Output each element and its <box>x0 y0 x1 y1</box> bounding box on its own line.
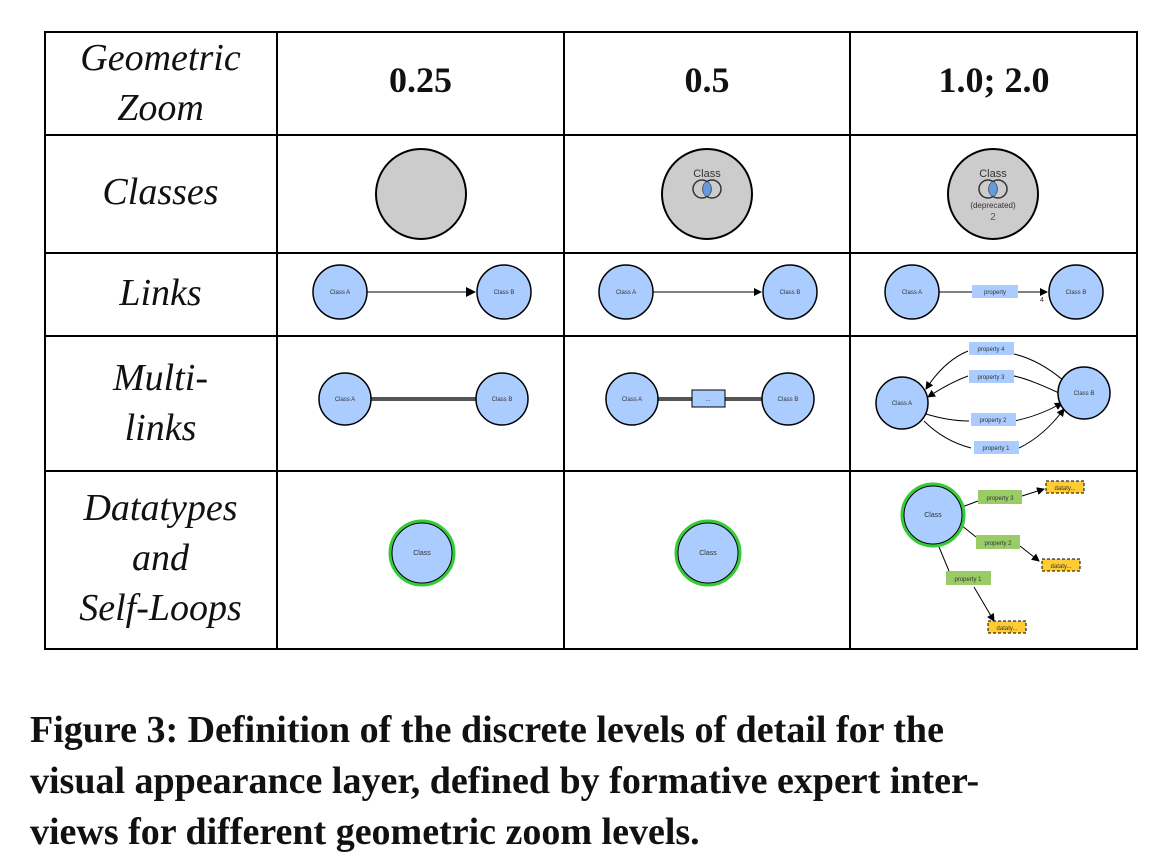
row-label-classes: Classes <box>102 171 219 213</box>
table-grid: Class Class (deprecated) 2 Class A Class… <box>44 31 1138 650</box>
dt-property-2-label: property 2 <box>984 541 1012 547</box>
corner-line-1: Geometric <box>80 37 241 79</box>
corner-line-2: Zoom <box>117 87 204 129</box>
caption-line-3: views for different geometric zoom level… <box>30 811 700 853</box>
class-a-label: Class A <box>616 290 636 296</box>
datatype-class-10: Class property 3 property 2 property 1 d… <box>900 480 1085 634</box>
class-label: Class <box>924 512 942 519</box>
class-node-05: Class <box>661 148 753 240</box>
datatype-class-025: Class <box>388 519 456 587</box>
caption-line-1: Figure 3: Definition of the discrete lev… <box>30 709 944 751</box>
property-3-label: property 3 <box>977 375 1005 381</box>
multilink-025: Class A Class B <box>318 372 529 426</box>
multilink-10: property 4 property 3 property 2 propert… <box>875 342 1111 454</box>
corner-label: Geometric Zoom <box>44 33 277 133</box>
class-b-label: Class B <box>1066 290 1087 296</box>
datatype-label: dataty... <box>1051 564 1072 570</box>
property-label: property <box>984 290 1006 296</box>
class-label: Class <box>699 550 717 557</box>
class-node-10-label: Class <box>979 168 1007 180</box>
deprecated-label: (deprecated) <box>970 201 1016 210</box>
class-a-label: Class A <box>330 290 350 296</box>
column-header-1: 0.25 <box>389 60 452 100</box>
property-count: 4 <box>1040 297 1044 304</box>
class-a-label: Class A <box>902 290 922 296</box>
row-label-multilinks: Multi- links <box>44 353 277 453</box>
multilink-05: ... Class A Class B <box>605 372 815 426</box>
column-header-2: 0.5 <box>684 60 730 100</box>
figure-table: Class Class (deprecated) 2 Class A Class… <box>44 31 1138 650</box>
row-label-datatypes: Datatypes and Self-Loops <box>44 483 277 633</box>
property-1-label: property 1 <box>982 446 1010 452</box>
dt-property-3-label: property 3 <box>986 496 1014 502</box>
column-header-3: 1.0; 2.0 <box>938 60 1050 100</box>
link-05: Class A Class B <box>598 264 818 320</box>
row-label-multilinks-line-1: Multi- <box>113 357 208 399</box>
link-10: property 4 Class A Class B <box>884 264 1104 320</box>
class-b-label: Class B <box>1074 391 1095 397</box>
caption-line-2: visual appearance layer, defined by form… <box>30 760 980 802</box>
row-label-datatypes-line-2: and <box>132 537 189 579</box>
class-b-label: Class B <box>494 290 515 296</box>
class-a-label: Class A <box>335 397 355 403</box>
class-a-label: Class A <box>892 401 912 407</box>
row-label-datatypes-line-3: Self-Loops <box>79 587 242 629</box>
class-node-025 <box>375 148 467 240</box>
row-label-datatypes-line-1: Datatypes <box>83 487 238 529</box>
class-a-label: Class A <box>622 397 642 403</box>
datatype-label: dataty... <box>997 626 1018 632</box>
class-b-label: Class B <box>492 397 513 403</box>
class-label: Class <box>413 550 431 557</box>
property-2-label: property 2 <box>979 418 1007 424</box>
figure-caption: Figure 3: Definition of the discrete lev… <box>30 705 1155 858</box>
datatype-class-05: Class <box>674 519 742 587</box>
datatype-label: dataty... <box>1055 486 1076 492</box>
class-node-05-label: Class <box>693 168 721 180</box>
class-b-label: Class B <box>778 397 799 403</box>
row-label-links: Links <box>119 272 202 314</box>
multilink-placeholder: ... <box>705 397 710 403</box>
class-node-10: Class (deprecated) 2 <box>947 148 1039 240</box>
link-025: Class A Class B <box>312 264 532 320</box>
instance-count: 2 <box>990 212 996 223</box>
property-4-label: property 4 <box>977 347 1005 353</box>
class-b-label: Class B <box>780 290 801 296</box>
dt-property-1-label: property 1 <box>954 577 982 583</box>
row-label-multilinks-line-2: links <box>124 407 197 449</box>
